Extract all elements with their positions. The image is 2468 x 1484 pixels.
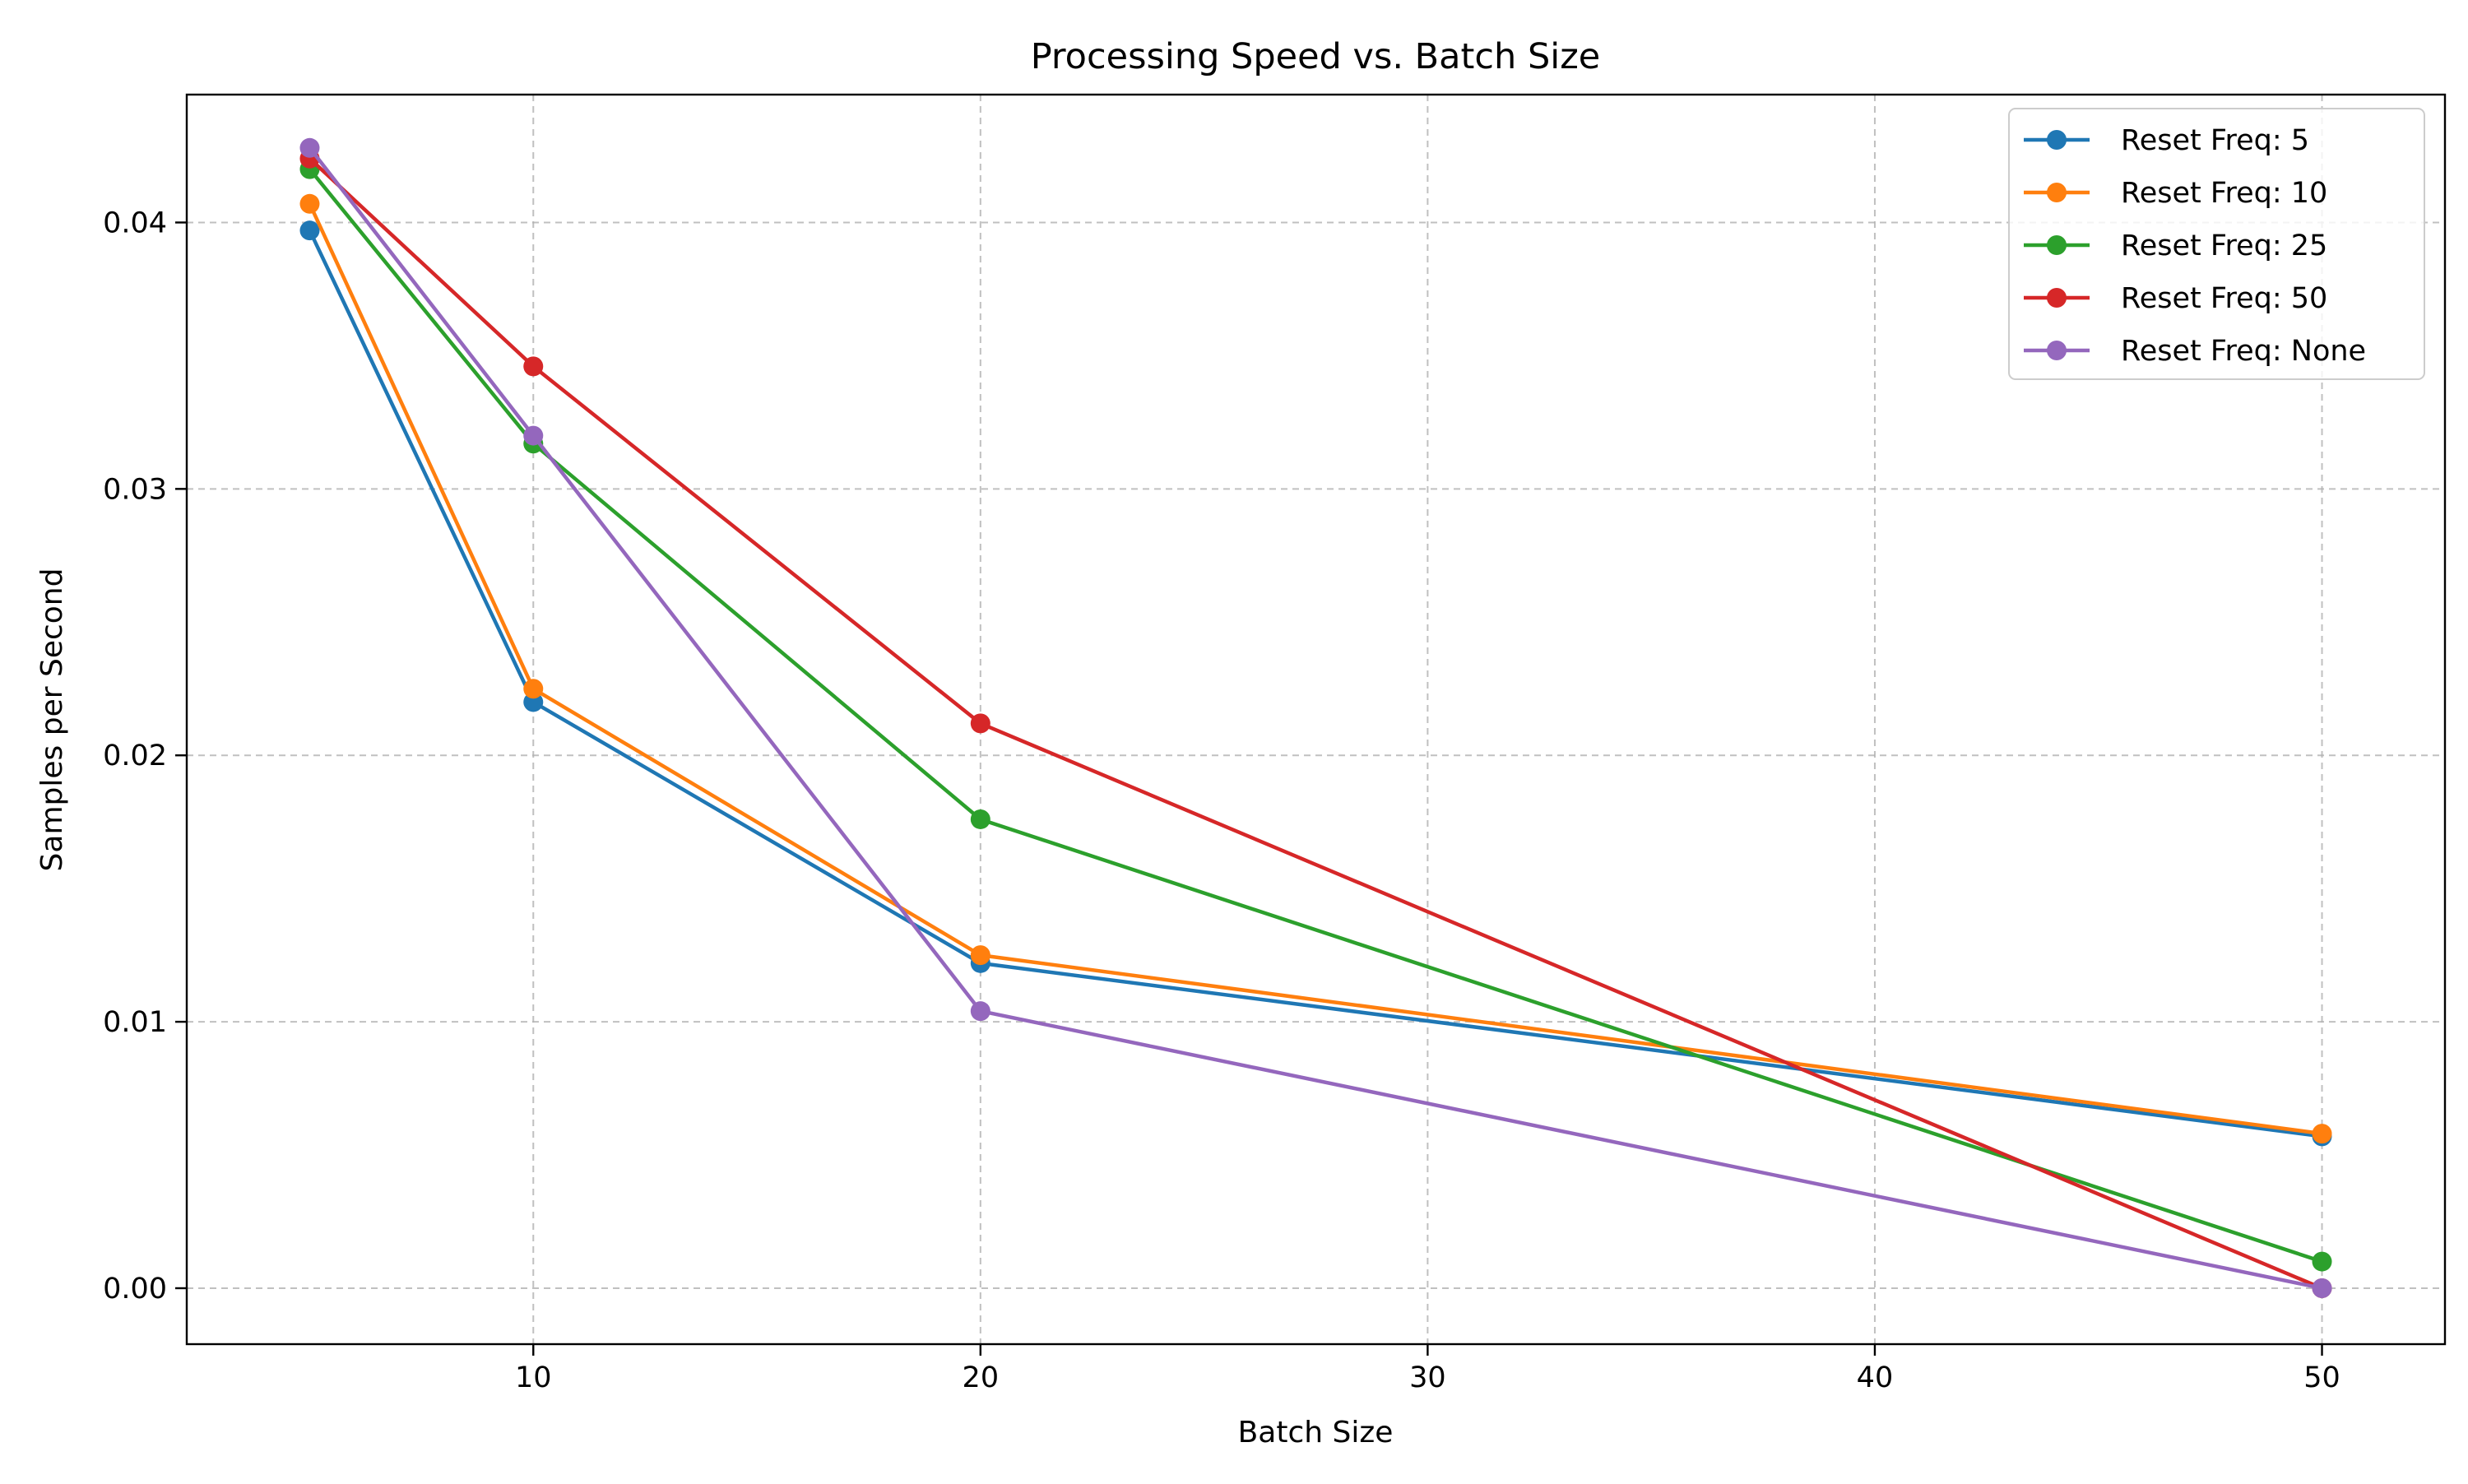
series-line (307, 166, 2325, 1264)
chart-title: Processing Speed vs. Batch Size (1031, 36, 1600, 77)
y-tick-label: 0.02 (103, 740, 167, 772)
legend-label: Reset Freq: 25 (2121, 230, 2327, 262)
data-point (299, 137, 320, 158)
series-5 (299, 137, 2332, 1298)
plot-frame (185, 93, 2447, 1346)
legend-items: Reset Freq: 5 Reset Freq: 10 Reset Freq: 2… (2024, 124, 2366, 368)
series-line (307, 155, 2325, 1291)
x-axis-label: Batch Size (1238, 1416, 1394, 1449)
data-point (970, 809, 990, 829)
legend-marker (2047, 341, 2067, 360)
y-axis-ticks: 0.00 0.01 0.02 0.03 0.04 (103, 206, 187, 1305)
x-axis-ticks: 10 20 30 40 50 (515, 1344, 2340, 1394)
legend-marker (2047, 288, 2067, 308)
series-line (307, 145, 2325, 1291)
x-tick-label: 40 (1857, 1361, 1894, 1394)
legend-box (2008, 108, 2425, 380)
x-tick-label: 20 (963, 1361, 1000, 1394)
legend-marker (2047, 235, 2067, 255)
x-tick-label: 10 (515, 1361, 552, 1394)
legend: Reset Freq: 5 Reset Freq: 10 Reset Freq: 2… (2008, 108, 2425, 380)
legend-item: Reset Freq: 10 (2024, 177, 2327, 210)
y-tick-label: 0.03 (103, 473, 167, 506)
legend-item: Reset Freq: None (2024, 335, 2366, 368)
data-point (970, 945, 990, 966)
data-point (299, 220, 320, 241)
x-tick-label: 50 (2303, 1361, 2340, 1394)
data-point (523, 356, 544, 377)
legend-label: Reset Freq: 50 (2121, 282, 2327, 315)
data-point (299, 193, 320, 214)
y-tick-label: 0.01 (103, 1006, 167, 1039)
series-line (307, 228, 2325, 1139)
legend-marker (2047, 130, 2067, 150)
legend-marker (2047, 183, 2067, 202)
y-axis-label: Samples per Second (35, 568, 69, 872)
x-tick-label: 30 (1409, 1361, 1446, 1394)
data-point (2312, 1251, 2332, 1272)
data-point (970, 1001, 990, 1022)
y-tick-label: 0.04 (103, 206, 167, 239)
series-layer (299, 137, 2332, 1298)
data-point (523, 425, 544, 446)
legend-item: Reset Freq: 50 (2024, 282, 2327, 315)
y-tick-label: 0.00 (103, 1273, 167, 1305)
series-2 (299, 193, 2332, 1144)
legend-label: Reset Freq: 10 (2121, 177, 2327, 210)
data-point (2312, 1124, 2332, 1144)
data-point (2312, 1278, 2332, 1298)
data-point (523, 679, 544, 699)
legend-label: Reset Freq: None (2121, 335, 2366, 368)
series-line (307, 201, 2325, 1136)
legend-label: Reset Freq: 5 (2121, 124, 2309, 157)
legend-item: Reset Freq: 5 (2024, 124, 2309, 157)
legend-item: Reset Freq: 25 (2024, 230, 2327, 262)
data-point (970, 713, 990, 734)
